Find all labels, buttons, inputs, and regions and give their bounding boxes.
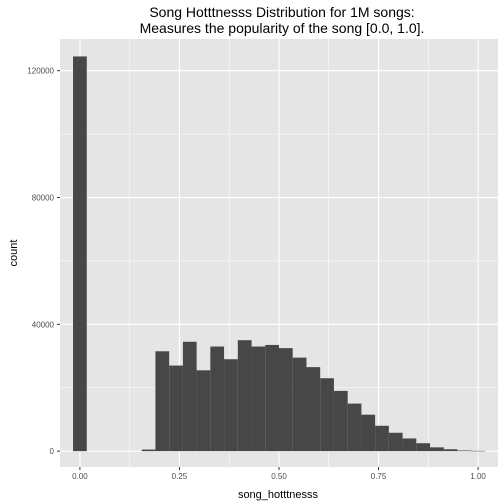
- histogram-bar: [375, 425, 389, 452]
- histogram-bar: [265, 344, 280, 452]
- histogram-bar: [457, 450, 472, 452]
- histogram-bar: [333, 390, 348, 452]
- histogram-bar: [73, 56, 87, 452]
- histogram-bar: [141, 449, 156, 452]
- x-tick-label: 1.00: [470, 472, 486, 481]
- histogram-bar: [182, 341, 197, 452]
- x-tick-label: 0.00: [72, 472, 88, 481]
- histogram-bar: [292, 357, 307, 452]
- x-tick-label: 0.75: [371, 472, 387, 481]
- x-tick-label: 0.25: [172, 472, 188, 481]
- histogram-bar: [196, 370, 211, 452]
- histogram-bar: [237, 340, 252, 452]
- histogram-bar: [347, 403, 362, 452]
- histogram-bars: [73, 56, 485, 452]
- histogram-bar: [251, 346, 266, 452]
- y-tick-label: 40000: [32, 320, 55, 329]
- histogram-bar: [320, 378, 334, 452]
- histogram-bar: [210, 346, 225, 452]
- histogram-bar: [306, 367, 321, 452]
- histogram-bar: [443, 449, 458, 452]
- y-tick-label: 120000: [27, 67, 54, 76]
- histogram-bar: [388, 432, 403, 452]
- y-tick-label: 80000: [32, 194, 55, 203]
- chart-title-line-2: Measures the popularity of the song [0.0…: [140, 20, 425, 36]
- histogram-bar: [155, 351, 170, 452]
- chart-title-line-1: Song Hotttnesss Distribution for 1M song…: [149, 4, 414, 20]
- y-axis: 0 40000 80000 120000: [27, 67, 60, 456]
- x-axis: 0.00 0.25 0.50 0.75 1.00: [72, 467, 486, 481]
- histogram-bar: [430, 447, 444, 452]
- histogram-bar: [402, 438, 417, 452]
- x-tick-label: 0.50: [271, 472, 287, 481]
- histogram-bar: [278, 348, 293, 452]
- y-tick-label: 0: [50, 447, 55, 456]
- histogram-bar: [169, 365, 183, 452]
- histogram-bar: [224, 359, 238, 452]
- histogram-bar: [361, 414, 376, 452]
- x-axis-title: song_hotttnesss: [238, 489, 319, 501]
- y-axis-title: count: [8, 240, 20, 267]
- histogram-bar: [416, 443, 431, 452]
- histogram-bar: [471, 450, 485, 452]
